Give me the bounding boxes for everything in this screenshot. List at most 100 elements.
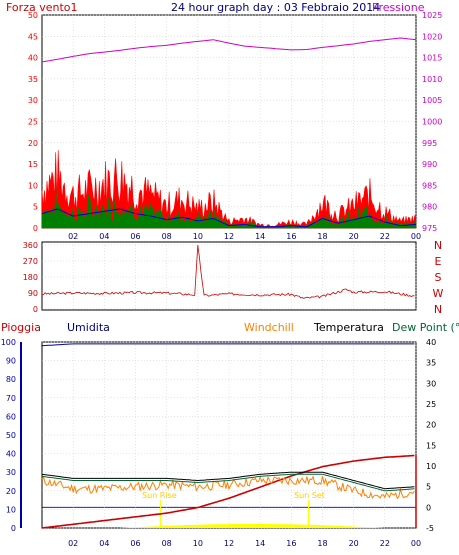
humidity-y-tick: 90 bbox=[6, 357, 16, 366]
temp-x-tick: 04 bbox=[99, 539, 109, 548]
rain-series bbox=[41, 454, 415, 529]
compass-label: S bbox=[435, 271, 442, 284]
temp-x-tick: 02 bbox=[68, 539, 78, 548]
wind-x-tick: 10 bbox=[193, 232, 203, 241]
wind-y-tick: 50 bbox=[28, 11, 38, 20]
wind-y-tick: 15 bbox=[28, 160, 38, 169]
pressure-y-tick: 985 bbox=[422, 181, 437, 190]
temperature-y-tick: 5 bbox=[426, 483, 431, 492]
compass-label: E bbox=[435, 255, 442, 268]
direction-y-tick: 360 bbox=[23, 241, 38, 250]
temperature-y-tick: 35 bbox=[426, 359, 436, 368]
humidity-y-tick: 60 bbox=[6, 412, 16, 421]
pressure-y-tick: 975 bbox=[422, 224, 437, 233]
temp-x-tick: 22 bbox=[380, 539, 390, 548]
pressure-y-tick: 1025 bbox=[422, 11, 442, 20]
grid-lines bbox=[20, 14, 417, 529]
humidity-y-tick: 10 bbox=[6, 505, 16, 514]
wind-x-tick: 20 bbox=[349, 232, 359, 241]
humidity-series bbox=[41, 343, 415, 347]
wind-y-tick: 45 bbox=[28, 32, 38, 41]
temp-x-tick: 08 bbox=[162, 539, 172, 548]
wind-x-tick: 22 bbox=[380, 232, 390, 241]
pressure-y-tick: 1015 bbox=[422, 54, 442, 63]
pressure-y-tick: 1010 bbox=[422, 75, 442, 84]
direction-series bbox=[41, 244, 415, 299]
humidity-label: Umidita bbox=[67, 321, 110, 334]
temp-x-tick: 20 bbox=[349, 539, 359, 548]
page-title: 24 hour graph day : 03 Febbraio 2014 bbox=[171, 1, 380, 14]
humidity-y-tick: 70 bbox=[6, 394, 16, 403]
humidity-y-tick: 20 bbox=[6, 487, 16, 496]
temperature-series bbox=[41, 471, 415, 490]
wind-y-tick: 35 bbox=[28, 75, 38, 84]
wind-avg-series bbox=[41, 208, 417, 228]
wind-y-tick: 30 bbox=[28, 96, 38, 105]
temperature-y-tick: 10 bbox=[426, 462, 436, 471]
temp-x-tick: 12 bbox=[224, 539, 234, 548]
wind-y-tick: 10 bbox=[28, 181, 38, 190]
wind-x-tick: 16 bbox=[286, 232, 296, 241]
pressure-y-tick: 1000 bbox=[422, 118, 442, 127]
temperature-y-tick: 0 bbox=[426, 503, 431, 512]
temp-x-tick: 14 bbox=[255, 539, 265, 548]
temp-x-tick: 16 bbox=[286, 539, 296, 548]
temperature-y-tick: 20 bbox=[426, 421, 436, 430]
pressure-y-tick: 990 bbox=[422, 160, 437, 169]
temperature-y-tick: 30 bbox=[426, 379, 436, 388]
temp-x-tick: 18 bbox=[317, 539, 327, 548]
wind-y-tick: 40 bbox=[28, 54, 38, 63]
humidity-y-tick: 0 bbox=[11, 524, 16, 533]
wind-y-tick: 0 bbox=[33, 224, 38, 233]
wind-y-tick: 25 bbox=[28, 118, 38, 127]
humidity-y-tick: 100 bbox=[1, 338, 16, 347]
dewpoint-series bbox=[41, 473, 415, 492]
temp-x-tick: 10 bbox=[193, 539, 203, 548]
pressure-series bbox=[41, 37, 417, 63]
humidity-y-tick: 50 bbox=[6, 431, 16, 440]
direction-y-tick: 0 bbox=[33, 305, 38, 314]
direction-y-tick: 90 bbox=[28, 289, 38, 298]
wind-x-tick: 02 bbox=[68, 232, 78, 241]
wind-force-label: Forza vento1 bbox=[6, 1, 78, 14]
compass-label: W bbox=[433, 287, 444, 300]
sun-area bbox=[42, 523, 416, 528]
temp-x-tick: 06 bbox=[130, 539, 140, 548]
direction-y-tick: 270 bbox=[23, 257, 38, 266]
dewpoint-label: Dew Point (°C bbox=[392, 321, 459, 334]
temperature-y-tick: 15 bbox=[426, 441, 436, 450]
pressure-y-tick: 995 bbox=[422, 139, 437, 148]
wind-x-tick: 18 bbox=[317, 232, 327, 241]
humidity-y-tick: 40 bbox=[6, 450, 16, 459]
temperature-y-tick: 25 bbox=[426, 400, 436, 409]
rain-label: Pioggia bbox=[1, 321, 41, 334]
wind-y-tick: 20 bbox=[28, 139, 38, 148]
wind-x-tick: 14 bbox=[255, 232, 265, 241]
wind-x-tick: 06 bbox=[130, 232, 140, 241]
wind-x-tick: 08 bbox=[162, 232, 172, 241]
temperature-label: Temperatura bbox=[313, 321, 384, 334]
pressure-y-tick: 980 bbox=[422, 203, 437, 212]
compass-label: N bbox=[434, 239, 442, 252]
sunrise-label: Sun Rise bbox=[142, 491, 177, 500]
windchill-series bbox=[41, 475, 415, 500]
pressure-label: Pressione bbox=[372, 1, 425, 14]
direction-y-tick: 180 bbox=[23, 273, 38, 282]
pressure-y-tick: 1020 bbox=[422, 32, 442, 41]
wind-x-tick: 00 bbox=[411, 232, 421, 241]
wind-x-tick: 12 bbox=[224, 232, 234, 241]
temperature-y-tick: -5 bbox=[426, 524, 434, 533]
sunset-label: Sun Set bbox=[294, 491, 325, 500]
temperature-y-tick: 40 bbox=[426, 338, 436, 347]
windchill-label: Windchill bbox=[244, 321, 294, 334]
temp-x-tick: 00 bbox=[411, 539, 421, 548]
wind-x-tick: 04 bbox=[99, 232, 109, 241]
wind-y-tick: 5 bbox=[33, 203, 38, 212]
tick-labels: 0510152025303540455097598098599099510001… bbox=[1, 11, 444, 548]
humidity-y-tick: 80 bbox=[6, 375, 16, 384]
humidity-y-tick: 30 bbox=[6, 468, 16, 477]
compass-label: N bbox=[434, 303, 442, 316]
pressure-y-tick: 1005 bbox=[422, 96, 442, 105]
